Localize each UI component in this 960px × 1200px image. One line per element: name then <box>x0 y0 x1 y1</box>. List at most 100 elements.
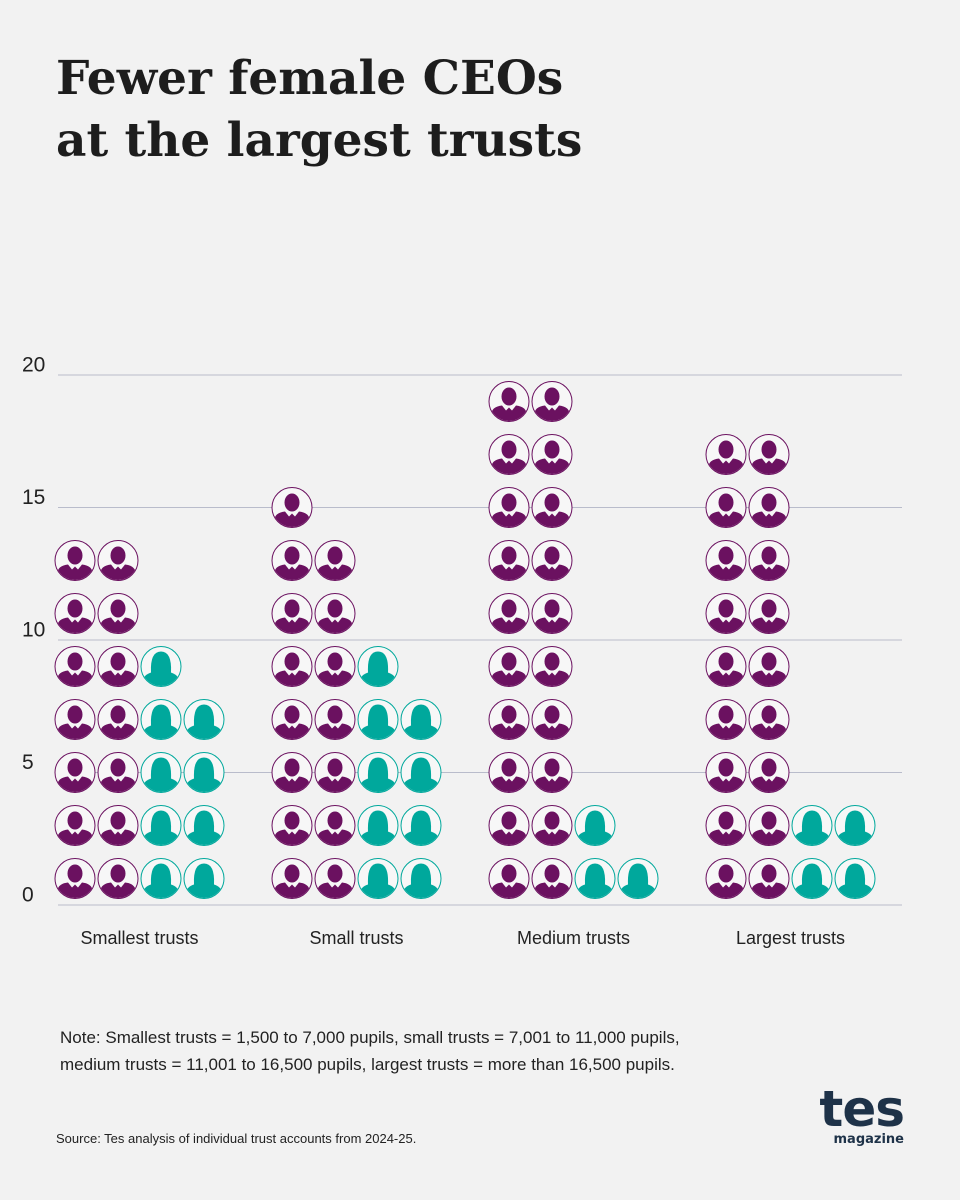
person-icon <box>532 647 572 689</box>
icon-group <box>272 488 355 901</box>
note: Note: Smallest trusts = 1,500 to 7,000 p… <box>60 1028 680 1047</box>
person-icon <box>401 700 441 742</box>
person-icon <box>706 594 746 636</box>
person-icon <box>706 806 746 848</box>
person-icon <box>706 541 746 583</box>
person-icon <box>98 806 138 848</box>
person-icon <box>358 700 398 742</box>
person-icon <box>98 594 138 636</box>
person-icon <box>358 753 398 795</box>
person-icon <box>55 700 95 742</box>
person-icon <box>184 806 224 848</box>
y-tick-label: 0 <box>22 884 34 907</box>
person-icon <box>749 859 789 901</box>
person-icon <box>749 435 789 477</box>
person-icon <box>489 382 529 424</box>
person-icon <box>489 541 529 583</box>
person-icon <box>532 859 572 901</box>
person-icon <box>835 806 875 848</box>
person-icon <box>749 806 789 848</box>
icon-group <box>141 647 224 901</box>
person-icon <box>489 488 529 530</box>
person-icon <box>532 806 572 848</box>
person-icon <box>706 647 746 689</box>
x-tick-label: Largest trusts <box>736 928 845 948</box>
person-icon <box>315 594 355 636</box>
person-icon <box>575 806 615 848</box>
x-tick-label: Small trusts <box>309 928 403 948</box>
person-icon <box>141 647 181 689</box>
plot: 0 5 10 15 20 Smallest trusts Small trusts Mediu… <box>22 354 902 948</box>
person-icon <box>272 700 312 742</box>
person-icon <box>749 700 789 742</box>
person-icon <box>184 859 224 901</box>
person-icon <box>835 859 875 901</box>
person-icon <box>141 859 181 901</box>
icon-group <box>489 382 572 901</box>
person-icon <box>749 594 789 636</box>
person-icon <box>315 647 355 689</box>
person-icon <box>749 753 789 795</box>
person-icon <box>401 859 441 901</box>
person-icon <box>749 541 789 583</box>
source: Source: Tes analysis of individual trust… <box>56 1131 416 1146</box>
icon-group <box>358 647 441 901</box>
person-icon <box>358 806 398 848</box>
logo-tagline: magazine <box>834 1132 905 1147</box>
logo: tes <box>819 1080 904 1138</box>
person-icon <box>315 806 355 848</box>
y-tick-label: 20 <box>22 354 45 377</box>
person-icon <box>55 806 95 848</box>
person-icon <box>315 700 355 742</box>
person-icon <box>184 753 224 795</box>
person-icon <box>141 806 181 848</box>
person-icon <box>532 700 572 742</box>
title-line: Fewer female CEOs <box>56 51 563 106</box>
person-icon <box>532 382 572 424</box>
person-icon <box>401 806 441 848</box>
person-icon <box>706 435 746 477</box>
x-tick-label: Smallest trusts <box>80 928 198 948</box>
person-icon <box>489 435 529 477</box>
person-icon <box>532 435 572 477</box>
person-icon <box>489 594 529 636</box>
icon-group <box>55 541 138 901</box>
person-icon <box>98 647 138 689</box>
note: medium trusts = 11,001 to 16,500 pupils,… <box>60 1055 675 1074</box>
person-icon <box>184 700 224 742</box>
person-icon <box>792 859 832 901</box>
icon-group <box>575 806 658 901</box>
icon-group <box>706 435 789 901</box>
person-icon <box>489 700 529 742</box>
person-icon <box>98 700 138 742</box>
person-icon <box>618 859 658 901</box>
person-icon <box>706 700 746 742</box>
person-icon <box>55 541 95 583</box>
person-icon <box>55 753 95 795</box>
person-icon <box>55 859 95 901</box>
person-icon <box>315 753 355 795</box>
person-icon <box>315 541 355 583</box>
person-icon <box>706 859 746 901</box>
person-icon <box>98 859 138 901</box>
person-icon <box>532 594 572 636</box>
person-icon <box>141 753 181 795</box>
person-icon <box>272 541 312 583</box>
person-icon <box>358 859 398 901</box>
person-icon <box>532 541 572 583</box>
person-icon <box>272 647 312 689</box>
person-icon <box>706 753 746 795</box>
person-icon <box>792 806 832 848</box>
person-icon <box>315 859 355 901</box>
person-icon <box>272 806 312 848</box>
person-icon <box>98 753 138 795</box>
person-icon <box>489 753 529 795</box>
y-tick-label: 10 <box>22 619 45 642</box>
title-line: at the largest trusts <box>56 113 582 168</box>
person-icon <box>401 753 441 795</box>
person-icon <box>98 541 138 583</box>
person-icon <box>749 488 789 530</box>
person-icon <box>272 753 312 795</box>
person-icon <box>532 753 572 795</box>
